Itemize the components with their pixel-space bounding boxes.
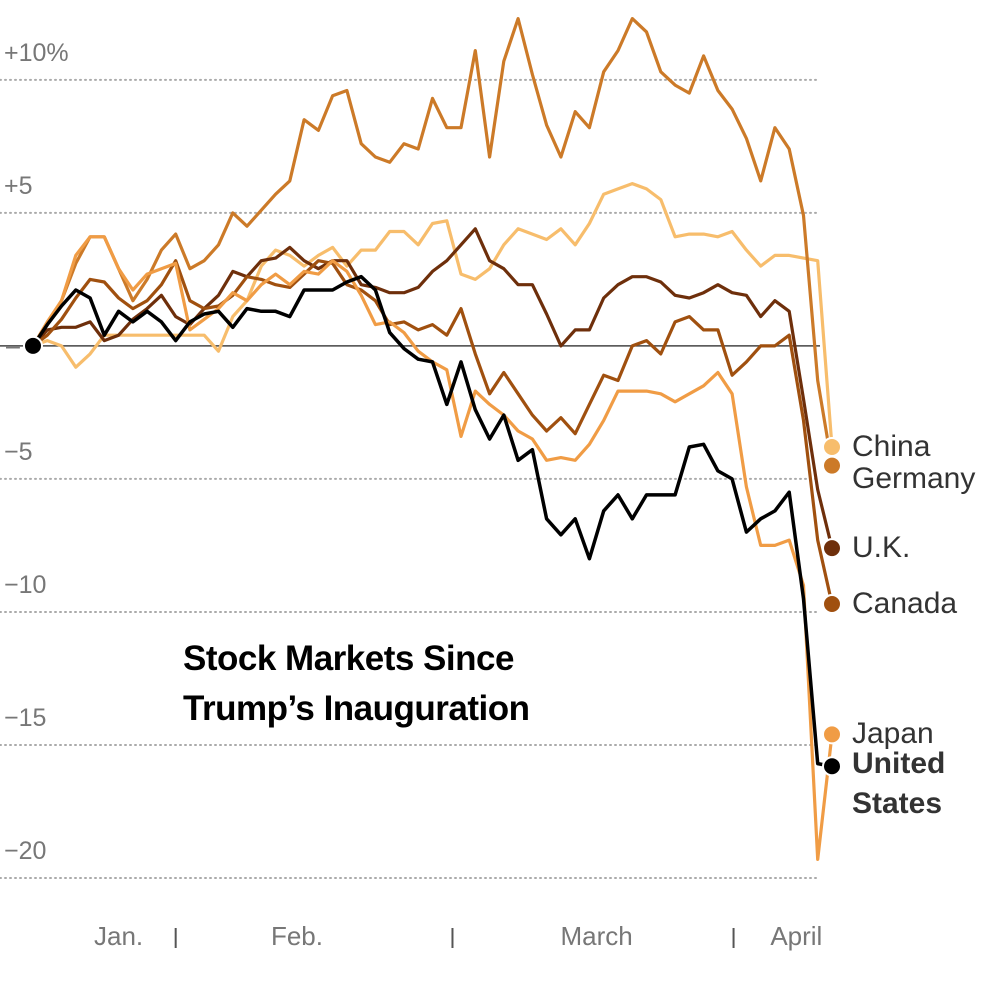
end-dot xyxy=(822,724,842,745)
chart-title: Stock Markets Since Trump’s Inauguration xyxy=(183,639,530,728)
end-dot xyxy=(822,593,842,614)
series-line xyxy=(31,17,834,466)
y-tick-label: −10 xyxy=(4,571,46,599)
series-label: United States xyxy=(852,747,946,821)
x-tick-label: Feb. xyxy=(271,921,323,951)
series-label: U.K. xyxy=(852,531,911,565)
y-tick-label: −5 xyxy=(4,438,33,466)
end-dot xyxy=(822,436,842,457)
y-tick-label: −15 xyxy=(4,704,46,732)
y-tick-label: – xyxy=(6,332,20,360)
series-label: Japan xyxy=(852,717,934,751)
series-line xyxy=(31,227,834,549)
start-dot xyxy=(23,335,43,356)
y-tick-label: +10% xyxy=(4,39,69,67)
x-tick-label: April xyxy=(770,921,822,951)
end-dot xyxy=(822,756,842,777)
series-line xyxy=(31,274,833,769)
series-label: Canada xyxy=(852,586,958,620)
x-tick-label: March xyxy=(560,921,632,951)
end-dot xyxy=(822,538,842,559)
y-tick-label: +5 xyxy=(4,172,33,200)
series-label: Germany xyxy=(852,461,976,495)
x-tick-label: Jan. xyxy=(94,921,143,951)
series-label: China xyxy=(852,429,931,463)
y-tick-label: −20 xyxy=(4,837,46,865)
end-dot xyxy=(822,455,842,476)
series-line xyxy=(32,259,834,605)
series-line xyxy=(32,182,834,448)
